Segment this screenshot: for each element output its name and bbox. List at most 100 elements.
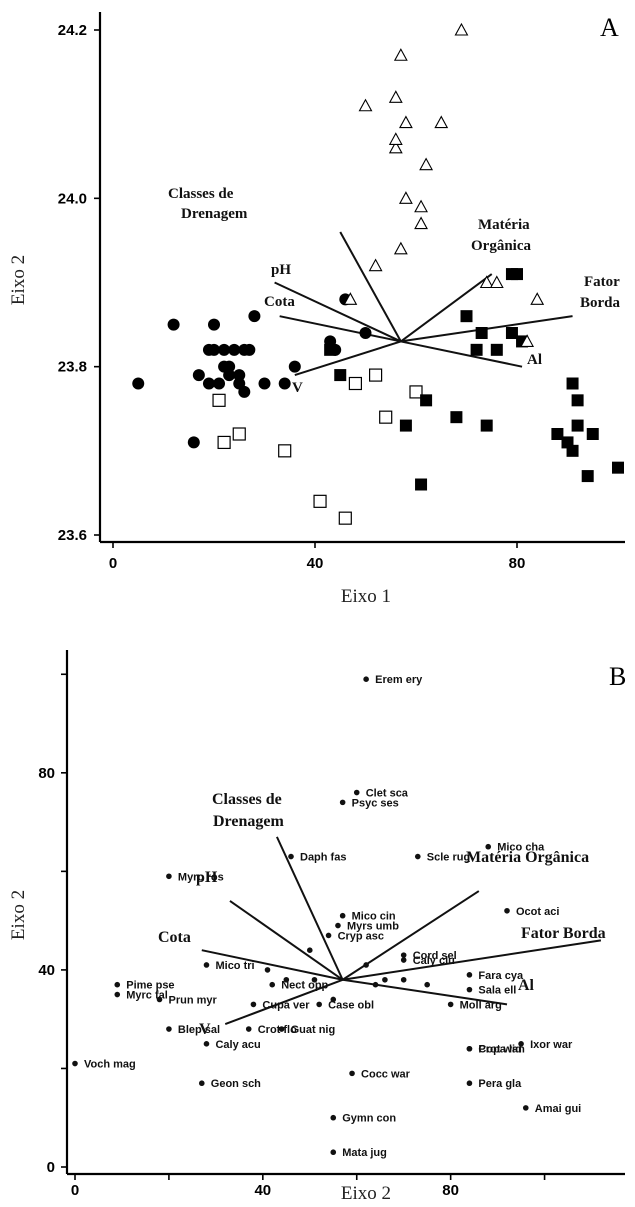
a-point-filled-circle: [359, 327, 372, 339]
b-species-label: Cryp asc: [338, 930, 384, 942]
a-point-open-square: [212, 393, 226, 407]
a-point-open-square: [232, 427, 246, 441]
a-point-filled-square: [450, 411, 463, 424]
b-species-point: [325, 932, 332, 939]
b-species-label: Gymn con: [342, 1113, 396, 1125]
b-species-point: [330, 1114, 337, 1121]
panel-b-letter: B: [609, 662, 626, 691]
b-species-point: [166, 1026, 172, 1032]
a-label-v: V: [292, 380, 303, 396]
b-species-point: [349, 1070, 355, 1077]
a-point-open-square: [217, 435, 231, 450]
a-point-filled-square: [511, 268, 523, 281]
b-species-point: [353, 789, 360, 796]
b-species-label: Crot flo: [258, 1024, 297, 1036]
a-label-al: Al: [527, 352, 542, 368]
b-label-drenagem: Drenagem: [213, 813, 284, 830]
b-species-label: Myrs umb: [347, 921, 399, 933]
a-x-tick-label: 0: [109, 555, 117, 572]
b-species-point: [363, 676, 369, 682]
b-point: [330, 996, 337, 1003]
b-point: [372, 981, 379, 988]
a-point-open-triangle: [388, 140, 403, 154]
a-vector-al: [400, 340, 523, 368]
a-point-open-triangle: [368, 258, 383, 272]
a-point-open-triangle: [479, 275, 494, 289]
b-label-v: V: [199, 1021, 211, 1038]
b-species-label: Prun myr: [169, 994, 218, 1006]
panel-a-letter: A: [600, 13, 619, 42]
b-vector-classes-de-drenagem: [276, 836, 344, 981]
a-point-open-triangle: [419, 157, 434, 171]
b-species-label: Scle rug: [427, 852, 470, 864]
a-point-open-triangle: [454, 22, 469, 36]
b-vector-al: [342, 978, 508, 1006]
a-point-filled-circle: [278, 377, 291, 390]
a-vector-ph: [274, 281, 402, 343]
b-species-point: [339, 912, 346, 919]
b-y-tick-label: 40: [38, 962, 55, 979]
a-x-tick-label: 80: [509, 555, 526, 572]
a-point-open-square: [348, 376, 362, 391]
b-x-tick-label: 80: [442, 1182, 459, 1199]
b-x-tick-label: 0: [71, 1182, 79, 1199]
a-point-open-triangle: [388, 90, 403, 103]
b-species-label: Mico cin: [352, 911, 396, 923]
b-species-label: Amai gui: [535, 1103, 581, 1115]
panel-b-x-title: Eixo 2: [341, 1183, 391, 1204]
a-point-filled-circle: [238, 385, 251, 398]
b-species-point: [400, 957, 407, 963]
b-point: [363, 962, 369, 968]
b-species-label: Caly acu: [215, 1039, 260, 1051]
b-y-tick-label: 80: [38, 765, 55, 782]
b-species-point: [339, 799, 346, 806]
a-point-open-square: [369, 368, 383, 382]
b-species-label: Daph fas: [300, 852, 346, 864]
a-point-filled-square: [551, 428, 564, 440]
a-point-filled-circle: [258, 377, 271, 390]
a-point-open-triangle: [434, 115, 449, 129]
b-species-point: [466, 1080, 473, 1087]
a-label-fator: Fator: [584, 274, 620, 290]
a-point-filled-square: [571, 419, 584, 432]
b-species-label: Cocc war: [361, 1068, 411, 1080]
a-point-filled-square: [566, 444, 579, 457]
b-species-point: [466, 986, 473, 993]
a-point-filled-square: [480, 419, 493, 432]
b-species-label: Mata jug: [342, 1147, 387, 1159]
a-point-filled-square: [612, 461, 624, 474]
b-y-tick-label: 0: [47, 1159, 55, 1176]
a-label-materia: Matéria: [478, 217, 530, 233]
a-point-filled-square: [399, 419, 412, 432]
b-species-label: Clet sca: [366, 788, 409, 800]
panel-b-y-title: Eixo 2: [8, 890, 29, 940]
b-label-materia-organica: Matéria Orgânica: [466, 849, 589, 866]
a-point-filled-square: [505, 327, 518, 339]
a-point-filled-circle: [248, 310, 261, 323]
a-point-filled-square: [490, 343, 503, 356]
a-point-filled-circle: [132, 377, 145, 390]
a-point-filled-square: [571, 394, 584, 407]
b-vector-cota: [201, 949, 343, 981]
a-label-classes-de: Classes de: [168, 186, 234, 202]
b-species-point: [198, 1080, 205, 1087]
b-species-point: [114, 991, 121, 998]
b-species-point: [335, 922, 341, 929]
a-y-tick-label: 23.8: [58, 359, 87, 376]
a-point-open-triangle: [520, 334, 535, 347]
a-label-cota: Cota: [264, 294, 295, 310]
b-species-point: [466, 972, 473, 978]
b-species-point: [330, 1149, 337, 1156]
b-species-point: [447, 1001, 454, 1008]
a-point-filled-square: [475, 327, 488, 339]
b-species-point: [269, 981, 276, 988]
b-species-point: [250, 1001, 257, 1008]
b-species-point: [316, 1001, 322, 1008]
b-point: [400, 976, 407, 983]
a-point-filled-square: [470, 343, 483, 356]
a-point-filled-circle: [223, 360, 236, 373]
b-species-label: Geon sch: [211, 1078, 261, 1090]
a-y-tick-label: 24.0: [58, 190, 87, 207]
